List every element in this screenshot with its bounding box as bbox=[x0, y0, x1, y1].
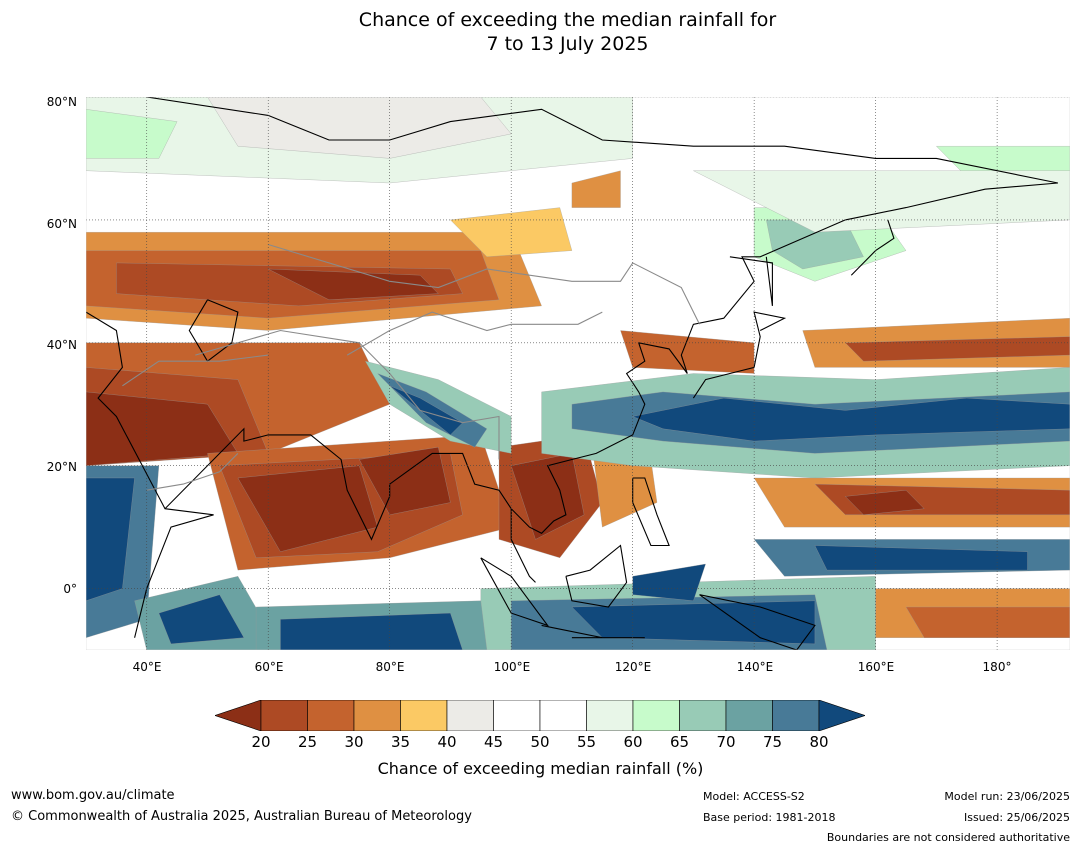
colorbar-tick-label: 60 bbox=[623, 733, 643, 751]
coastline bbox=[565, 544, 628, 608]
rainfall-map bbox=[86, 97, 1070, 650]
coastline bbox=[480, 557, 550, 627]
colorbar-segment bbox=[446, 700, 494, 731]
footer-url[interactable]: www.bom.gov.au/climate bbox=[11, 788, 175, 803]
colorbar-segment bbox=[632, 700, 680, 731]
shading-region bbox=[86, 109, 178, 159]
coastline bbox=[699, 594, 816, 650]
lon-label-80e: 80°E bbox=[375, 660, 405, 674]
chart-title: Chance of exceeding the median rainfall … bbox=[0, 8, 1081, 56]
colorbar-segment bbox=[400, 700, 448, 731]
country-boundary bbox=[346, 311, 603, 356]
colorbar-tick-label: 35 bbox=[390, 733, 411, 751]
colorbar-below-arrow bbox=[215, 700, 262, 731]
lon-label-140e: 140°E bbox=[736, 660, 774, 674]
colorbar-segment bbox=[307, 700, 355, 731]
shading-region bbox=[359, 447, 451, 515]
shading-region bbox=[632, 397, 1070, 442]
colorbar-tick-label: 45 bbox=[483, 733, 504, 751]
coastline bbox=[146, 97, 1059, 184]
probability-shading bbox=[86, 97, 1070, 650]
lat-label-40n: 40°N bbox=[46, 338, 77, 352]
coastlines bbox=[86, 97, 1059, 650]
colorbar-above-arrow bbox=[818, 700, 865, 731]
coastline bbox=[850, 219, 895, 276]
colorbar-tick-label: 50 bbox=[530, 733, 550, 751]
colorbar bbox=[215, 700, 865, 731]
coastline bbox=[510, 508, 536, 583]
country-boundary bbox=[122, 354, 269, 387]
lon-label-40e: 40°E bbox=[132, 660, 162, 674]
shading-region bbox=[571, 170, 621, 208]
colorbar-segment bbox=[260, 700, 308, 731]
colorbar-tick-label: 30 bbox=[344, 733, 364, 751]
graticule bbox=[86, 97, 1070, 650]
footer-model: Model: ACCESS-S2 bbox=[703, 790, 805, 803]
colorbar-segment bbox=[539, 700, 587, 731]
country-boundary bbox=[268, 243, 700, 325]
colorbar-tick-label: 80 bbox=[809, 733, 829, 751]
colorbar-tick-label: 65 bbox=[669, 733, 690, 751]
colorbar-tick-label: 75 bbox=[762, 733, 783, 751]
shading-region bbox=[905, 606, 1070, 638]
shading-region bbox=[207, 97, 512, 159]
coastline bbox=[164, 182, 1058, 541]
lat-label-60n: 60°N bbox=[46, 217, 77, 231]
shading-region bbox=[511, 453, 585, 540]
colorbar-tick-label: 40 bbox=[437, 733, 457, 751]
shading-region bbox=[844, 490, 925, 515]
shading-region bbox=[268, 268, 439, 300]
coastline bbox=[188, 299, 239, 363]
lon-label-100e: 100°E bbox=[493, 660, 531, 674]
footer-model-run: Model run: 23/06/2025 bbox=[944, 790, 1070, 803]
lon-label-160e: 160°E bbox=[857, 660, 895, 674]
colorbar-segment bbox=[772, 700, 820, 731]
title-line-1: Chance of exceeding the median rainfall … bbox=[358, 9, 777, 31]
rainfall-map-svg bbox=[86, 97, 1070, 650]
shading-region bbox=[158, 594, 245, 645]
lon-label-60e: 60°E bbox=[254, 660, 284, 674]
shading-region bbox=[693, 170, 1070, 233]
footer-disclaimer: Boundaries are not considered authoritat… bbox=[826, 831, 1070, 844]
coastline bbox=[86, 311, 214, 638]
shading-region bbox=[237, 465, 378, 552]
colorbar-tick-label: 25 bbox=[297, 733, 318, 751]
shading-region bbox=[280, 612, 463, 650]
colorbar-tick-label: 55 bbox=[576, 733, 597, 751]
footer-issued: Issued: 25/06/2025 bbox=[963, 811, 1070, 824]
footer-base-period: Base period: 1981-2018 bbox=[703, 811, 836, 824]
coastline bbox=[541, 624, 645, 639]
lat-label-20n: 20°N bbox=[46, 460, 77, 474]
country-boundary bbox=[146, 453, 239, 491]
colorbar-segment bbox=[725, 700, 773, 731]
coastline bbox=[692, 311, 787, 399]
lon-label-120e: 120°E bbox=[614, 660, 652, 674]
colorbar-label: Chance of exceeding median rainfall (%) bbox=[377, 759, 704, 778]
colorbar-segment bbox=[353, 700, 401, 731]
shading-region bbox=[814, 545, 1028, 571]
lon-label-180: 180° bbox=[982, 660, 1012, 674]
coastline bbox=[729, 256, 773, 306]
colorbar-tick-label: 70 bbox=[716, 733, 736, 751]
colorbar-segment bbox=[679, 700, 727, 731]
colorbar-segment bbox=[586, 700, 634, 731]
footer-copyright: © Commonwealth of Australia 2025, Austra… bbox=[11, 809, 472, 824]
colorbar-segment bbox=[493, 700, 541, 731]
colorbar-tick-label: 20 bbox=[251, 733, 271, 751]
lat-label-80n: 80°N bbox=[46, 95, 77, 109]
title-line-2: 7 to 13 July 2025 bbox=[486, 33, 649, 55]
lat-label-0: 0° bbox=[63, 582, 77, 596]
country-boundary bbox=[195, 329, 500, 460]
